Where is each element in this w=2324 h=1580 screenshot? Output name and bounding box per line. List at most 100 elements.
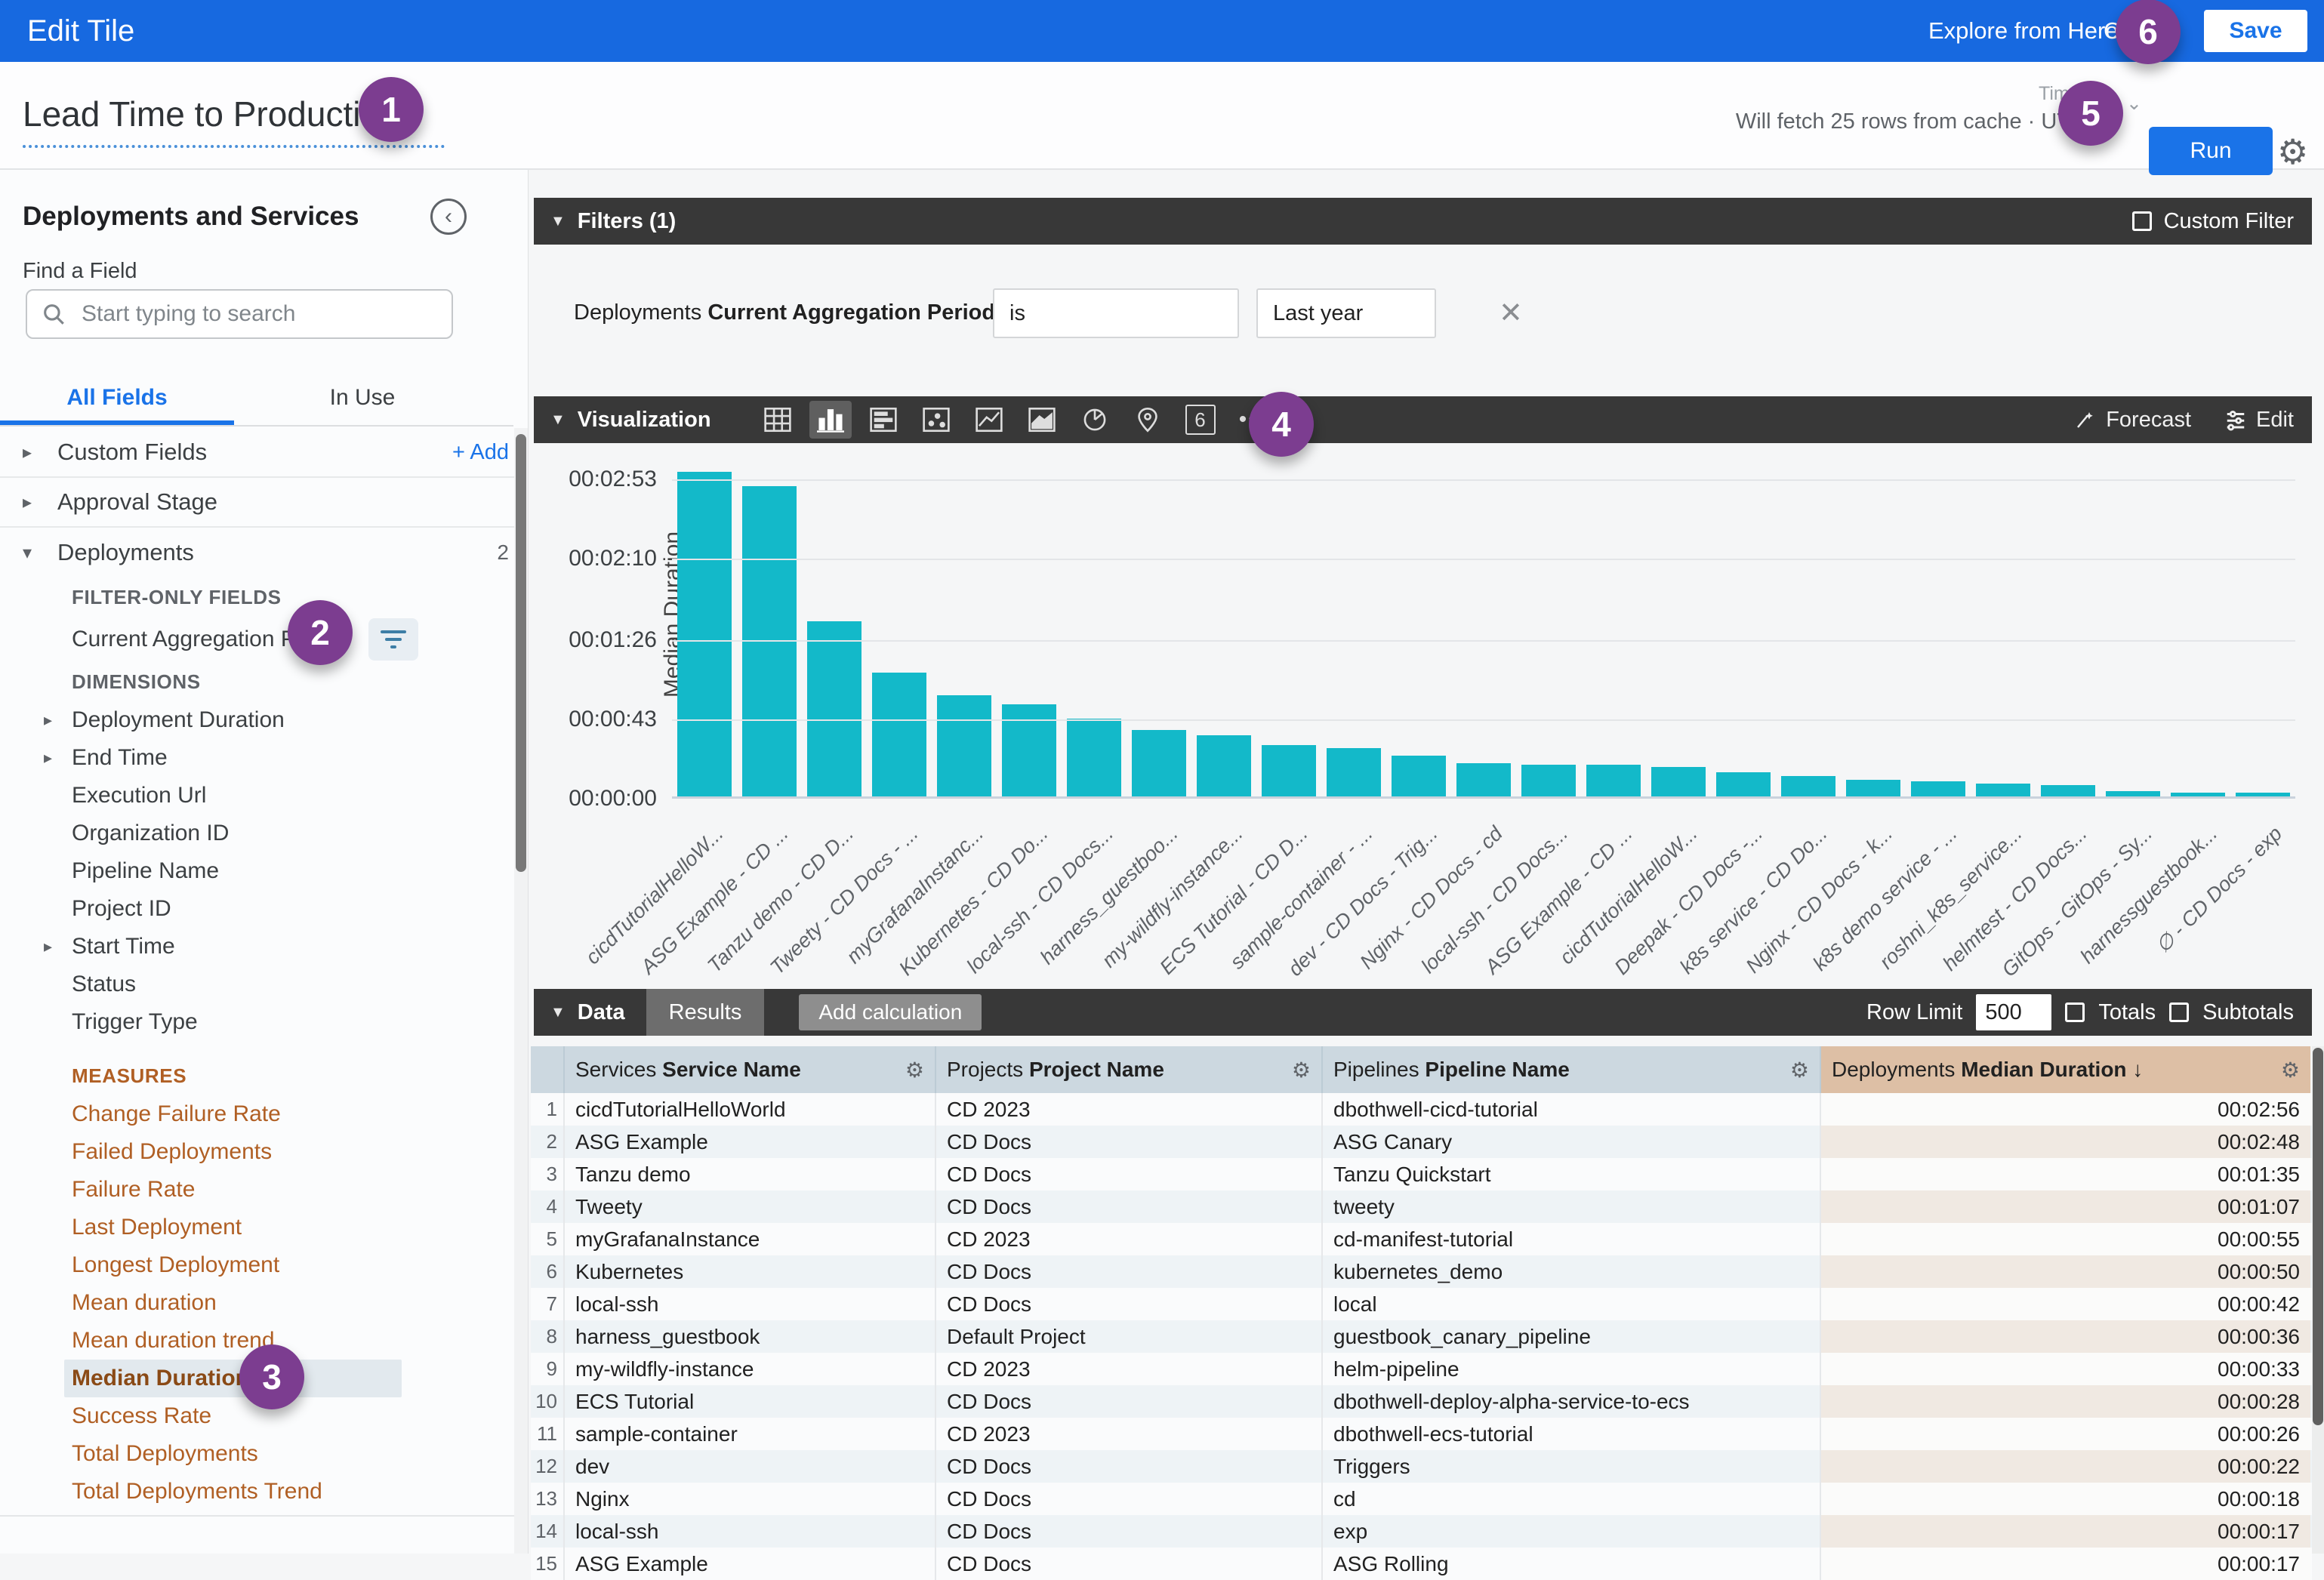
tab-in-use[interactable]: In Use — [249, 375, 476, 425]
filter-operator-select[interactable]: is — [993, 288, 1239, 338]
remove-filter-icon[interactable]: ✕ — [1499, 296, 1523, 330]
median-duration-cell[interactable]: 00:01:35 — [1821, 1158, 2310, 1190]
service-name-cell[interactable]: local-ssh — [565, 1515, 936, 1548]
project-name-cell[interactable]: CD 2023 — [936, 1353, 1323, 1385]
totals-checkbox[interactable] — [2065, 1003, 2085, 1022]
pipeline-name-cell[interactable]: helm-pipeline — [1323, 1353, 1821, 1385]
sidebar-scrollbar-thumb[interactable] — [516, 434, 526, 872]
subtotals-checkbox[interactable] — [2169, 1003, 2189, 1022]
bar-15[interactable] — [1586, 765, 1641, 796]
service-name-cell[interactable]: cicdTutorialHelloWorld — [565, 1093, 936, 1126]
column-header-service-name[interactable]: Services Service Name⚙ — [565, 1046, 936, 1093]
search-input[interactable] — [82, 301, 438, 327]
median-duration-cell[interactable]: 00:00:26 — [1821, 1418, 2310, 1450]
sidebar-item-current-aggregation-period[interactable]: Current Aggregation Period — [0, 617, 515, 662]
bar-24[interactable] — [2171, 793, 2225, 796]
median-duration-cell[interactable]: 00:02:48 — [1821, 1126, 2310, 1158]
pipeline-name-cell[interactable]: Triggers — [1323, 1450, 1821, 1483]
service-name-cell[interactable]: Nginx — [565, 1483, 936, 1515]
filter-value-input[interactable]: Last year — [1256, 288, 1436, 338]
project-name-cell[interactable]: CD Docs — [936, 1483, 1323, 1515]
sidebar-item-end-time[interactable]: ▸End Time — [0, 739, 515, 777]
sidebar-scrollbar[interactable] — [514, 428, 528, 1554]
collapse-sidebar-icon[interactable]: ‹ — [430, 199, 467, 235]
median-duration-cell[interactable]: 00:00:28 — [1821, 1385, 2310, 1418]
tab-all-fields[interactable]: All Fields — [0, 375, 234, 425]
sidebar-item-total-deployments-trend[interactable]: Total Deployments Trend — [0, 1473, 515, 1511]
service-name-cell[interactable]: Kubernetes — [565, 1255, 936, 1288]
bar-4[interactable] — [872, 673, 926, 796]
custom-filter-checkbox[interactable] — [2132, 211, 2152, 231]
gear-icon[interactable]: ⚙ — [1292, 1058, 1311, 1083]
bar-22[interactable] — [2041, 785, 2095, 796]
explore-from-here-link[interactable]: Explore from Here — [1928, 0, 2119, 62]
run-button[interactable]: Run — [2149, 127, 2273, 175]
service-name-cell[interactable]: ASG Example — [565, 1548, 936, 1580]
sidebar-group-custom-fields[interactable]: ▸Custom Fields+ Add — [0, 428, 515, 478]
bar-14[interactable] — [1521, 765, 1576, 796]
gear-icon[interactable]: ⚙ — [905, 1058, 924, 1083]
median-duration-cell[interactable]: 00:01:07 — [1821, 1190, 2310, 1223]
sidebar-item-median-duration[interactable]: Median Duration — [64, 1360, 402, 1397]
pipeline-name-cell[interactable]: Tanzu Quickstart — [1323, 1158, 1821, 1190]
project-name-cell[interactable]: Default Project — [936, 1320, 1323, 1353]
table-scrollbar-thumb[interactable] — [2313, 1048, 2323, 1425]
bar-3[interactable] — [807, 621, 861, 796]
median-duration-cell[interactable]: 00:00:55 — [1821, 1223, 2310, 1255]
bar-20[interactable] — [1911, 781, 1965, 796]
pipeline-name-cell[interactable]: ASG Canary — [1323, 1126, 1821, 1158]
bar-18[interactable] — [1781, 776, 1835, 796]
bar-23[interactable] — [2106, 791, 2160, 796]
sidebar-item-change-failure-rate[interactable]: Change Failure Rate — [0, 1095, 515, 1133]
sidebar-item-failed-deployments[interactable]: Failed Deployments — [0, 1133, 515, 1171]
median-duration-cell[interactable]: 00:00:42 — [1821, 1288, 2310, 1320]
bar-7[interactable] — [1067, 719, 1121, 796]
service-name-cell[interactable]: myGrafanaInstance — [565, 1223, 936, 1255]
filter-field-button[interactable] — [368, 618, 418, 661]
gear-icon[interactable]: ⚙ — [2277, 131, 2308, 172]
viz-type-report-icon[interactable] — [862, 401, 905, 439]
sidebar-item-status[interactable]: Status — [0, 966, 515, 1003]
bar-12[interactable] — [1392, 756, 1446, 796]
sidebar-item-last-deployment[interactable]: Last Deployment — [0, 1209, 515, 1246]
gear-icon[interactable]: ⚙ — [1790, 1058, 1809, 1083]
gear-icon[interactable]: ⚙ — [2281, 1058, 2300, 1083]
project-name-cell[interactable]: CD Docs — [936, 1255, 1323, 1288]
project-name-cell[interactable]: CD Docs — [936, 1190, 1323, 1223]
bar-13[interactable] — [1456, 763, 1511, 796]
project-name-cell[interactable]: CD 2023 — [936, 1418, 1323, 1450]
forecast-button[interactable]: Forecast — [2074, 408, 2191, 433]
service-name-cell[interactable]: sample-container — [565, 1418, 936, 1450]
project-name-cell[interactable]: CD Docs — [936, 1158, 1323, 1190]
viz-type-bar-chart-icon[interactable] — [809, 401, 852, 439]
sidebar-item-mean-duration[interactable]: Mean duration — [0, 1284, 515, 1322]
pipeline-name-cell[interactable]: exp — [1323, 1515, 1821, 1548]
bar-8[interactable] — [1132, 730, 1186, 796]
service-name-cell[interactable]: local-ssh — [565, 1288, 936, 1320]
viz-type-table-icon[interactable] — [757, 401, 799, 439]
service-name-cell[interactable]: Tanzu demo — [565, 1158, 936, 1190]
viz-type-single-value-icon[interactable]: 6 — [1179, 401, 1222, 439]
field-search-box[interactable] — [26, 289, 453, 339]
median-duration-cell[interactable]: 00:00:17 — [1821, 1548, 2310, 1580]
sidebar-item-pipeline-name[interactable]: Pipeline Name — [0, 852, 515, 890]
bar-6[interactable] — [1002, 704, 1056, 796]
median-duration-cell[interactable]: 00:00:33 — [1821, 1353, 2310, 1385]
project-name-cell[interactable]: CD Docs — [936, 1126, 1323, 1158]
sidebar-item-failure-rate[interactable]: Failure Rate — [0, 1171, 515, 1209]
bar-16[interactable] — [1651, 767, 1706, 796]
median-duration-cell[interactable]: 00:00:50 — [1821, 1255, 2310, 1288]
pipeline-name-cell[interactable]: dbothwell-cicd-tutorial — [1323, 1093, 1821, 1126]
service-name-cell[interactable]: dev — [565, 1450, 936, 1483]
add-custom-field-button[interactable]: + Add — [452, 440, 509, 465]
viz-type-pie-chart-icon[interactable] — [1074, 401, 1116, 439]
visualization-section-bar[interactable]: ▼ Visualization 6••• Forecast Edit — [534, 396, 2312, 443]
project-name-cell[interactable]: CD Docs — [936, 1548, 1323, 1580]
bar-11[interactable] — [1327, 748, 1381, 796]
sidebar-item-deployment-duration[interactable]: ▸Deployment Duration — [0, 701, 515, 739]
sidebar-item-execution-url[interactable]: Execution Url — [0, 777, 515, 815]
median-duration-cell[interactable]: 00:00:22 — [1821, 1450, 2310, 1483]
pipeline-name-cell[interactable]: cd — [1323, 1483, 1821, 1515]
viz-type-line-chart-icon[interactable] — [968, 401, 1010, 439]
bar-1[interactable] — [677, 472, 732, 796]
